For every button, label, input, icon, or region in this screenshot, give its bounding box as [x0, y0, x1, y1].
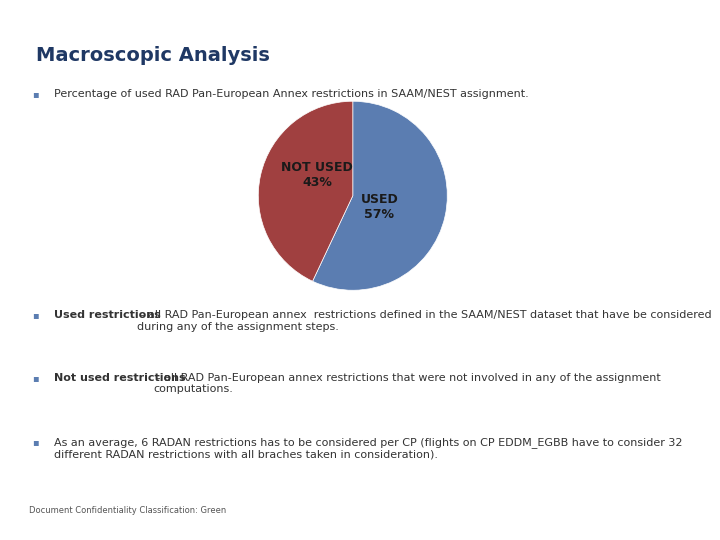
Text: - all RAD Pan-European annex restrictions that were not involved in any of the a: - all RAD Pan-European annex restriction…: [153, 373, 661, 394]
Text: As an average, 6 RADAN restrictions has to be considered per CP (flights on CP E: As an average, 6 RADAN restrictions has …: [54, 437, 683, 460]
Text: ▪: ▪: [32, 437, 39, 448]
Text: - all RAD Pan-European annex  restrictions defined in the SAAM/NEST dataset that: - all RAD Pan-European annex restriction…: [137, 310, 711, 332]
Text: ▪: ▪: [32, 89, 39, 99]
Wedge shape: [258, 102, 353, 281]
Text: ▪: ▪: [32, 373, 39, 383]
Text: Used restrictions: Used restrictions: [54, 310, 161, 321]
Text: ▪: ▪: [32, 310, 39, 321]
Text: Not used restrictions: Not used restrictions: [54, 373, 186, 383]
Wedge shape: [312, 102, 447, 291]
Text: Percentage of used RAD Pan-European Annex restrictions in SAAM/NEST assignment.: Percentage of used RAD Pan-European Anne…: [54, 89, 528, 99]
Text: USED
57%: USED 57%: [361, 193, 398, 221]
Text: NOT USED
43%: NOT USED 43%: [281, 161, 353, 189]
Text: Document Confidentiality Classification: Green: Document Confidentiality Classification:…: [29, 506, 226, 515]
Text: Macroscopic Analysis: Macroscopic Analysis: [36, 46, 270, 65]
